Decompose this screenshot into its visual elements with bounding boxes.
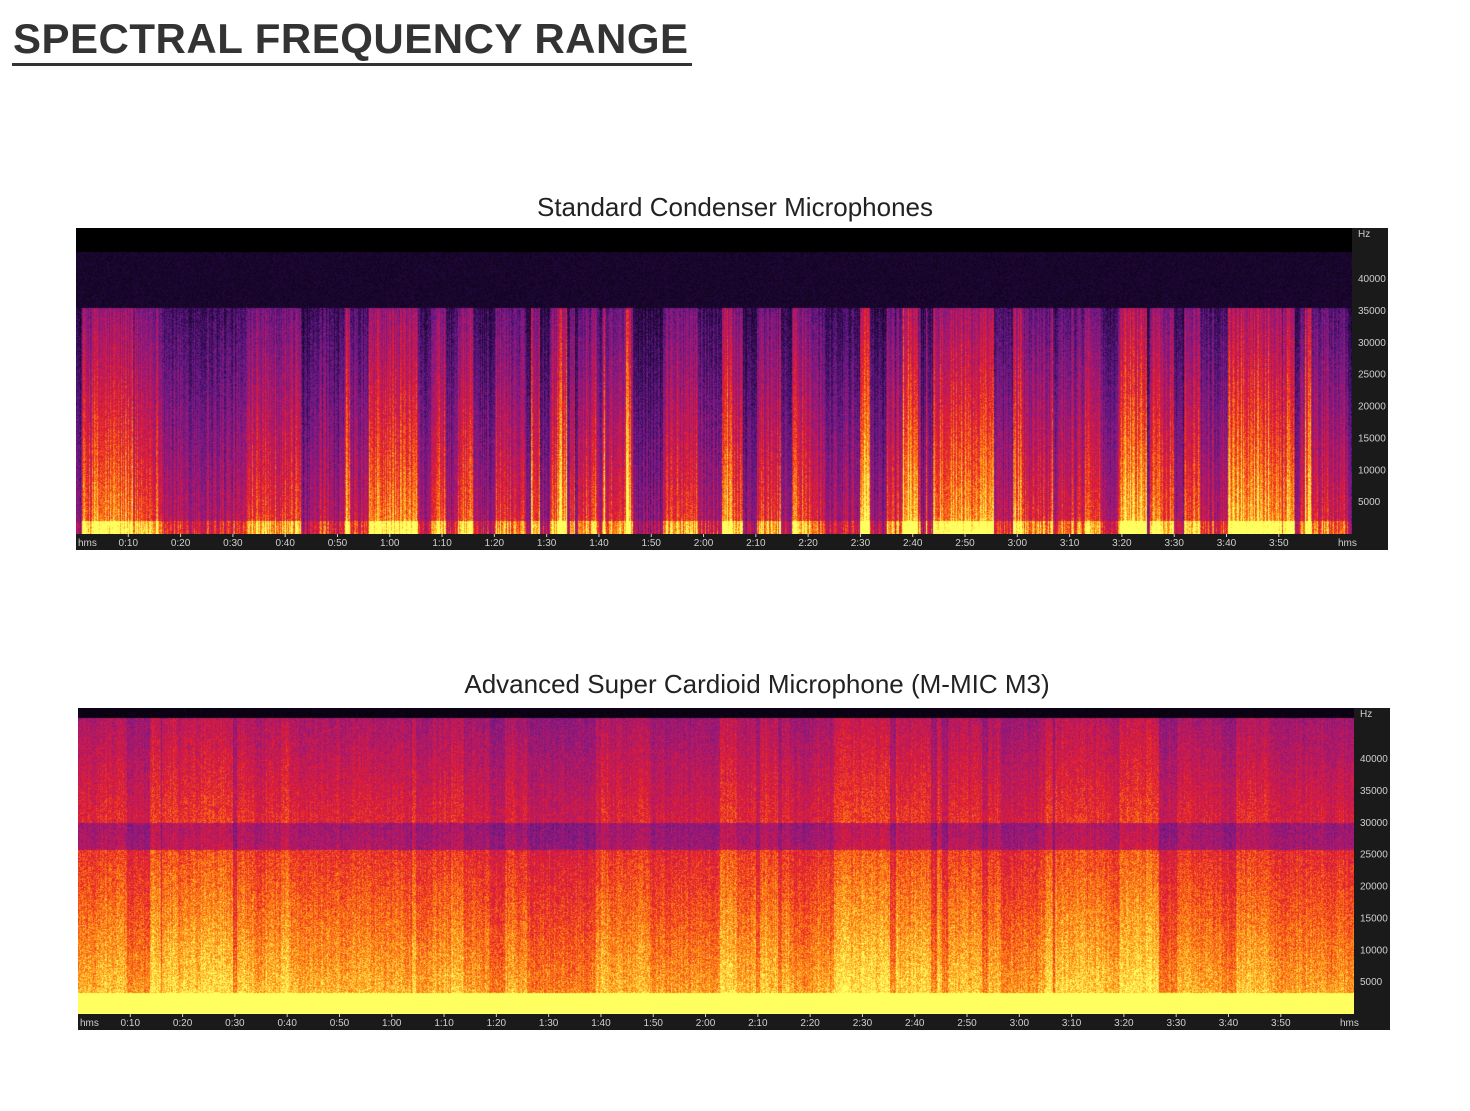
spectrogram-heatmap-advanced [78,708,1354,1014]
x-unit-label-right: hms [1340,1018,1359,1029]
spectrogram-heatmap-standard [76,228,1352,534]
x-unit-label-right: hms [1338,538,1357,549]
x-tick-label: 1:00 [380,538,400,549]
y-unit-label: Hz [1358,229,1370,240]
x-tick-label: 1:30 [537,538,557,549]
x-tick-label: 2:20 [800,1018,820,1029]
y-tick-label: 25000 [1360,850,1388,861]
y-tick-label: 40000 [1360,754,1388,765]
y-tick-label: 20000 [1360,882,1388,893]
x-tick-label: 1:00 [382,1018,402,1029]
y-tick-label: 25000 [1358,370,1386,381]
x-tick-label: 2:00 [696,1018,716,1029]
x-tick-label: 0:20 [171,538,191,549]
x-tick-label: 2:20 [798,538,818,549]
y-tick-label: 15000 [1358,433,1386,444]
y-tick-label: 5000 [1360,977,1383,988]
title-underline [12,63,692,66]
x-tick-label: 0:30 [225,1018,245,1029]
x-tick-label: 0:10 [119,538,139,549]
spectrogram-axes-standard: hms hms 0:10 0:20 0:30 0:40 0:50 1:00 1:10 1:20 1:… [78,229,1386,549]
x-tick-label: 1:30 [539,1018,559,1029]
x-tick-label: 1:20 [485,538,505,549]
x-tick-label: 3:10 [1062,1018,1082,1029]
y-tick-label: 35000 [1360,786,1388,797]
chart-title-standard: Standard Condenser Microphones [536,192,934,222]
x-tick-label: 1:10 [434,1018,454,1029]
x-tick-label: 2:50 [957,1018,977,1029]
x-tick-label: 3:30 [1164,538,1184,549]
x-tick-label: 0:40 [277,1018,297,1029]
x-tick-label: 3:20 [1112,538,1132,549]
x-tick-label: 2:10 [746,538,766,549]
y-tick-label: 5000 [1358,497,1381,508]
x-tick-label: 0:10 [121,1018,141,1029]
spectrogram-advanced-super-cardioid: hms hms 0:10 0:20 0:30 0:40 0:50 1:00 1:10 1:20 1:… [78,708,1390,1030]
x-tick-label: 2:30 [851,538,871,549]
x-tick-label: 0:50 [328,538,348,549]
x-tick-label: 0:20 [173,1018,193,1029]
x-tick-label: 2:50 [955,538,975,549]
x-tick-label: 3:00 [1008,538,1028,549]
y-tick-label: 35000 [1358,306,1386,317]
x-tick-label: 1:50 [644,1018,664,1029]
spectrogram-axes-advanced: hms hms 0:10 0:20 0:30 0:40 0:50 1:00 1:10 1:20 1:… [80,709,1388,1029]
x-unit-label-left: hms [78,538,97,549]
x-tick-label: 3:50 [1269,538,1289,549]
x-tick-label: 2:10 [748,1018,768,1029]
x-tick-label: 3:40 [1219,1018,1239,1029]
x-tick-label: 3:10 [1060,538,1080,549]
x-tick-label: 3:50 [1271,1018,1291,1029]
x-tick-label: 1:20 [487,1018,507,1029]
x-tick-label: 1:10 [432,538,452,549]
x-tick-label: 3:20 [1114,1018,1134,1029]
spectrogram-standard-condenser: hms hms 0:10 0:20 0:30 0:40 0:50 1:00 1:10 1:20 1:… [76,228,1388,550]
x-tick-label: 1:40 [591,1018,611,1029]
x-unit-label-left: hms [80,1018,99,1029]
y-tick-label: 10000 [1358,465,1386,476]
y-tick-label: 40000 [1358,274,1386,285]
x-tick-label: 2:40 [905,1018,925,1029]
x-tick-label: 3:00 [1010,1018,1030,1029]
x-tick-label: 0:30 [223,538,243,549]
x-tick-label: 0:40 [275,538,295,549]
x-tick-label: 0:50 [330,1018,350,1029]
y-tick-label: 20000 [1358,402,1386,413]
y-tick-label: 30000 [1360,818,1388,829]
x-tick-label: 1:40 [589,538,609,549]
x-tick-label: 3:40 [1217,538,1237,549]
page-title: SPECTRAL FREQUENCY RANGE [13,15,689,62]
y-tick-label: 30000 [1358,338,1386,349]
x-tick-label: 2:00 [694,538,714,549]
y-unit-label: Hz [1360,709,1372,720]
y-tick-label: 10000 [1360,945,1388,956]
x-tick-label: 3:30 [1166,1018,1186,1029]
chart-title-advanced: Advanced Super Cardioid Microphone (M-MI… [464,669,1050,699]
x-tick-label: 2:30 [853,1018,873,1029]
x-tick-label: 1:50 [642,538,662,549]
x-tick-label: 2:40 [903,538,923,549]
y-tick-label: 15000 [1360,913,1388,924]
